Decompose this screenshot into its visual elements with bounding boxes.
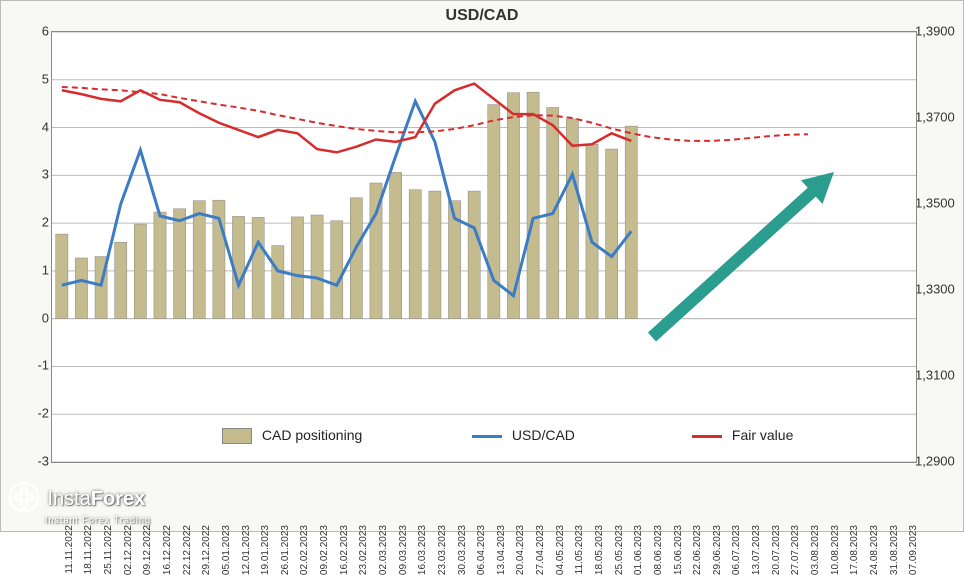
x-axis-tick-label: 09.12.2022 [142, 525, 153, 575]
x-axis-tick-label: 05.01.2023 [221, 525, 232, 575]
x-axis-tick-label: 26.01.2023 [280, 525, 291, 575]
x-axis-tick-label: 18.11.2022 [83, 525, 94, 574]
x-axis-tick-label: 01.06.2023 [633, 525, 644, 575]
watermark-brand: InstaForex [47, 488, 145, 510]
instaforex-logo-icon [9, 482, 39, 517]
legend-swatch-line-usd [472, 435, 502, 438]
bar [252, 217, 264, 318]
legend-label: Fair value [732, 427, 793, 443]
x-axis-tick-label: 08.06.2023 [653, 525, 664, 575]
x-axis-tick-label: 12.01.2023 [241, 525, 252, 575]
trend-arrow [648, 172, 834, 341]
x-axis-tick-label: 02.03.2023 [378, 525, 389, 575]
bar [566, 119, 578, 319]
legend-label: CAD positioning [262, 427, 362, 443]
bar [115, 242, 127, 318]
legend-usd-cad: USD/CAD [472, 427, 575, 443]
x-axis-tick-label: 06.07.2023 [731, 525, 742, 575]
x-axis-tick-label: 10.08.2023 [830, 525, 841, 575]
x-axis-tick-label: 27.04.2023 [535, 525, 546, 575]
x-axis-tick-label: 13.04.2023 [496, 525, 507, 575]
bar [56, 234, 68, 319]
x-axis-tick-label: 25.11.2022 [103, 525, 114, 574]
legend-label: USD/CAD [512, 427, 575, 443]
x-axis-tick-label: 30.03.2023 [457, 525, 468, 575]
watermark-tagline: Instant Forex Trading [45, 515, 151, 525]
bar [409, 190, 421, 319]
bar [154, 212, 166, 319]
x-axis-tick-label: 19.01.2023 [260, 525, 271, 575]
x-axis-tick-label: 11.05.2023 [574, 525, 585, 574]
bar [625, 126, 637, 319]
bar [488, 105, 500, 319]
brand-right: Forex [91, 488, 145, 510]
plot-area: CAD positioning USD/CAD Fair value [51, 31, 917, 463]
x-axis-tick-label: 24.08.2023 [869, 525, 880, 575]
watermark: InstaForex Instant Forex Trading [9, 482, 151, 525]
bar [429, 191, 441, 319]
x-axis-tick-label: 16.02.2023 [339, 525, 350, 575]
bar [468, 191, 480, 319]
legend-swatch-bar [222, 428, 252, 444]
chart-title: USD/CAD [1, 7, 963, 25]
bar [291, 217, 303, 319]
legend-cad-positioning: CAD positioning [222, 427, 362, 444]
fair-value-line [62, 84, 631, 153]
x-axis-tick-label: 20.04.2023 [515, 525, 526, 575]
x-axis-tick-label: 16.03.2023 [417, 525, 428, 575]
x-axis-tick-label: 15.06.2023 [673, 525, 684, 575]
bar [606, 149, 618, 319]
x-axis-tick-label: 23.02.2023 [358, 525, 369, 575]
x-axis-tick-label: 27.07.2023 [790, 525, 801, 575]
x-axis-tick-label: 07.09.2023 [908, 525, 919, 575]
x-axis-tick-label: 09.02.2023 [319, 525, 330, 575]
x-axis-tick-label: 17.08.2023 [849, 525, 860, 575]
x-axis-tick-label: 04.05.2023 [555, 525, 566, 575]
x-axis-tick-label: 22.12.2022 [182, 525, 193, 575]
legend-swatch-line-fair [692, 435, 722, 438]
x-axis-tick-label: 29.06.2023 [712, 525, 723, 575]
x-axis-tick-label: 06.04.2023 [476, 525, 487, 575]
x-axis-tick-label: 03.08.2023 [810, 525, 821, 575]
y-axis-left: 6543210-1-2-3 [21, 31, 49, 461]
x-axis-tick-label: 20.07.2023 [771, 525, 782, 575]
bar [75, 258, 87, 319]
chart-container: USD/CAD 6543210-1-2-3 1,39001,37001,3500… [0, 0, 964, 532]
x-axis-tick-label: 22.06.2023 [692, 525, 703, 575]
x-axis-labels: 11.11.202218.11.202225.11.202202.12.2022… [51, 463, 915, 531]
x-axis-tick-label: 16.12.2022 [162, 525, 173, 575]
bar [331, 221, 343, 319]
bar [390, 172, 402, 318]
bars-group [56, 92, 638, 318]
legend-fair-value: Fair value [692, 427, 793, 443]
bar [134, 224, 146, 319]
y-axis-right: 1,39001,37001,35001,33001,31001,2900 [915, 31, 961, 461]
bar [527, 92, 539, 318]
x-axis-tick-label: 11.11.2022 [64, 525, 75, 574]
x-axis-tick-label: 18.05.2023 [594, 525, 605, 575]
x-axis-tick-label: 13.07.2023 [751, 525, 762, 575]
x-axis-tick-label: 09.03.2023 [398, 525, 409, 575]
brand-left: Insta [47, 488, 90, 510]
x-axis-tick-label: 02.02.2023 [299, 525, 310, 575]
bar [174, 209, 186, 319]
bar [272, 246, 284, 319]
x-axis-tick-label: 29.12.2022 [201, 525, 212, 575]
plot-svg [52, 32, 916, 462]
x-axis-tick-label: 31.08.2023 [889, 525, 900, 575]
fair-value-trend-line [62, 87, 808, 141]
bar [193, 201, 205, 319]
bar [311, 215, 323, 319]
x-axis-tick-label: 23.03.2023 [437, 525, 448, 575]
usd-cad-line [62, 101, 631, 295]
x-axis-tick-label: 02.12.2022 [123, 525, 134, 575]
x-axis-tick-label: 25.05.2023 [614, 525, 625, 575]
